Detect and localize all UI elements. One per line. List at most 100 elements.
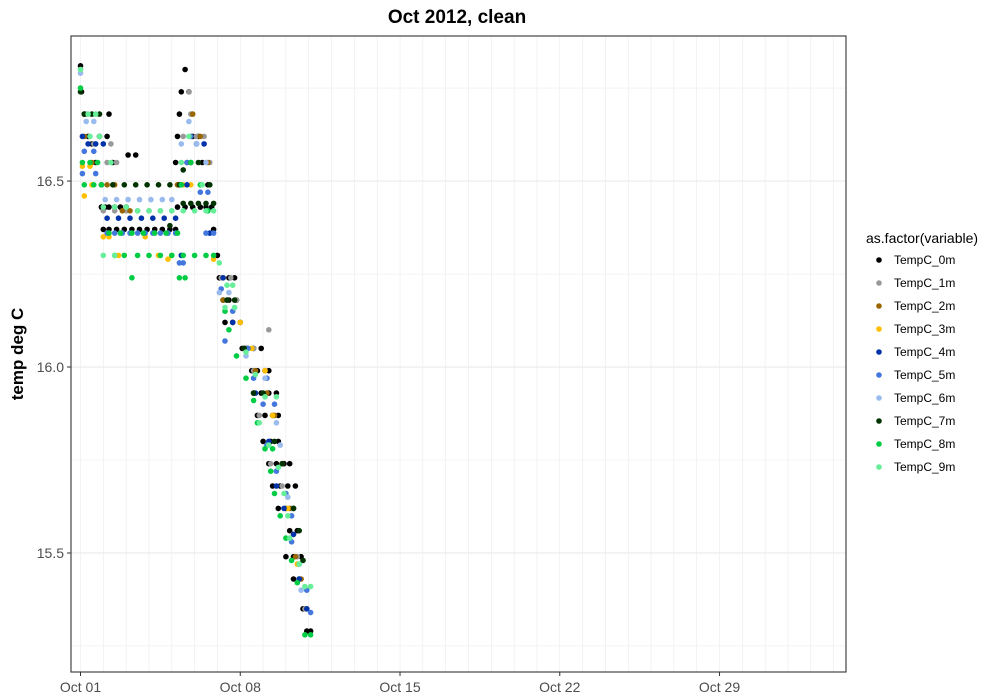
data-point	[81, 193, 88, 199]
data-point	[286, 460, 293, 467]
data-point	[273, 483, 280, 489]
data-point	[226, 327, 232, 333]
data-point	[262, 412, 268, 419]
data-point	[155, 182, 162, 188]
data-point	[216, 260, 223, 266]
data-point	[307, 609, 314, 616]
data-point	[304, 606, 310, 612]
data-point	[275, 505, 282, 512]
data-point	[100, 252, 107, 259]
data-point	[277, 513, 284, 519]
data-point	[300, 557, 306, 564]
legend: as.factor(variable) TempC_0m TempC_1m Temp…	[866, 230, 978, 474]
data-point	[159, 196, 166, 203]
legend-key	[876, 280, 882, 286]
data-point	[178, 89, 185, 95]
data-point	[286, 535, 293, 541]
data-point	[113, 196, 120, 203]
data-point	[172, 215, 179, 221]
data-point	[267, 460, 274, 467]
data-point	[220, 297, 226, 303]
data-point	[226, 289, 232, 296]
series-TempC_7m	[77, 89, 306, 564]
data-point	[243, 349, 249, 355]
data-point	[189, 111, 196, 117]
data-point	[186, 118, 192, 125]
data-point	[169, 196, 175, 203]
series-TempC_5m	[79, 133, 314, 616]
data-point	[237, 319, 244, 326]
data-point	[231, 304, 238, 311]
data-point	[269, 412, 276, 419]
data-point	[203, 230, 209, 236]
data-point	[174, 133, 181, 140]
data-point	[92, 111, 99, 117]
data-point	[216, 289, 223, 296]
data-point	[228, 275, 234, 281]
data-point	[277, 442, 284, 448]
data-point	[203, 159, 209, 166]
data-point	[125, 152, 131, 158]
data-point	[123, 204, 129, 210]
data-point	[92, 141, 99, 147]
data-point	[203, 252, 209, 259]
data-point	[178, 159, 185, 166]
data-point	[134, 252, 141, 259]
data-point	[91, 118, 97, 125]
data-point	[224, 297, 230, 303]
data-point	[222, 319, 228, 326]
data-point	[180, 252, 186, 259]
data-point	[266, 442, 272, 448]
data-point	[298, 587, 304, 593]
data-point	[87, 159, 93, 166]
data-point	[161, 215, 167, 221]
x-tick-label: Oct 08	[220, 679, 261, 695]
y-tick-label: 16.0	[37, 359, 64, 375]
data-point	[165, 256, 171, 263]
data-point	[79, 133, 86, 140]
data-point	[81, 182, 88, 188]
data-point	[243, 375, 249, 382]
x-tick-label: Oct 29	[699, 679, 740, 695]
data-point	[106, 204, 112, 210]
legend-label: TempC_7m	[894, 414, 955, 428]
data-point	[286, 527, 293, 534]
chart-title: Oct 2012, clean	[388, 7, 526, 28]
data-point	[191, 208, 198, 214]
data-point	[92, 170, 99, 177]
data-point	[180, 208, 186, 214]
legend-key	[876, 257, 882, 263]
data-point	[260, 438, 266, 445]
data-point	[250, 397, 257, 404]
data-point	[256, 412, 263, 419]
data-point	[201, 141, 207, 147]
data-point	[193, 141, 200, 147]
data-point	[302, 632, 308, 638]
data-point	[279, 460, 285, 467]
legend-key	[876, 395, 882, 401]
legend-label: TempC_9m	[894, 460, 955, 474]
data-point	[186, 89, 192, 95]
data-point	[275, 464, 282, 471]
data-point	[110, 182, 116, 188]
data-point	[157, 208, 164, 214]
data-point	[104, 182, 110, 188]
data-point	[111, 204, 118, 210]
data-point	[91, 148, 97, 155]
data-point	[290, 531, 297, 538]
data-point	[167, 182, 173, 188]
data-point	[250, 390, 257, 396]
x-tick-label: Oct 01	[60, 679, 101, 695]
y-axis-label: temp deg C	[8, 308, 27, 401]
data-point	[186, 133, 192, 140]
data-point	[285, 494, 291, 501]
legend-label: TempC_0m	[894, 253, 955, 267]
data-point	[224, 282, 230, 289]
data-point	[83, 118, 89, 125]
data-point	[220, 275, 226, 281]
data-point	[148, 196, 154, 203]
data-point	[169, 252, 175, 259]
data-point	[108, 141, 114, 147]
data-point	[205, 189, 211, 195]
data-point	[106, 230, 112, 236]
